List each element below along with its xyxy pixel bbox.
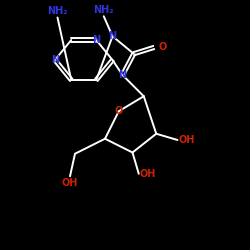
Text: N: N [118, 70, 126, 80]
Text: NH₂: NH₂ [47, 6, 68, 16]
Text: NH₂: NH₂ [94, 5, 114, 15]
Text: N: N [108, 31, 116, 41]
Text: O: O [114, 106, 123, 116]
Text: OH: OH [62, 178, 78, 188]
Text: N: N [92, 35, 100, 45]
Text: OH: OH [178, 135, 194, 145]
Text: OH: OH [139, 169, 156, 179]
Text: N: N [51, 55, 59, 65]
Text: O: O [158, 42, 166, 52]
